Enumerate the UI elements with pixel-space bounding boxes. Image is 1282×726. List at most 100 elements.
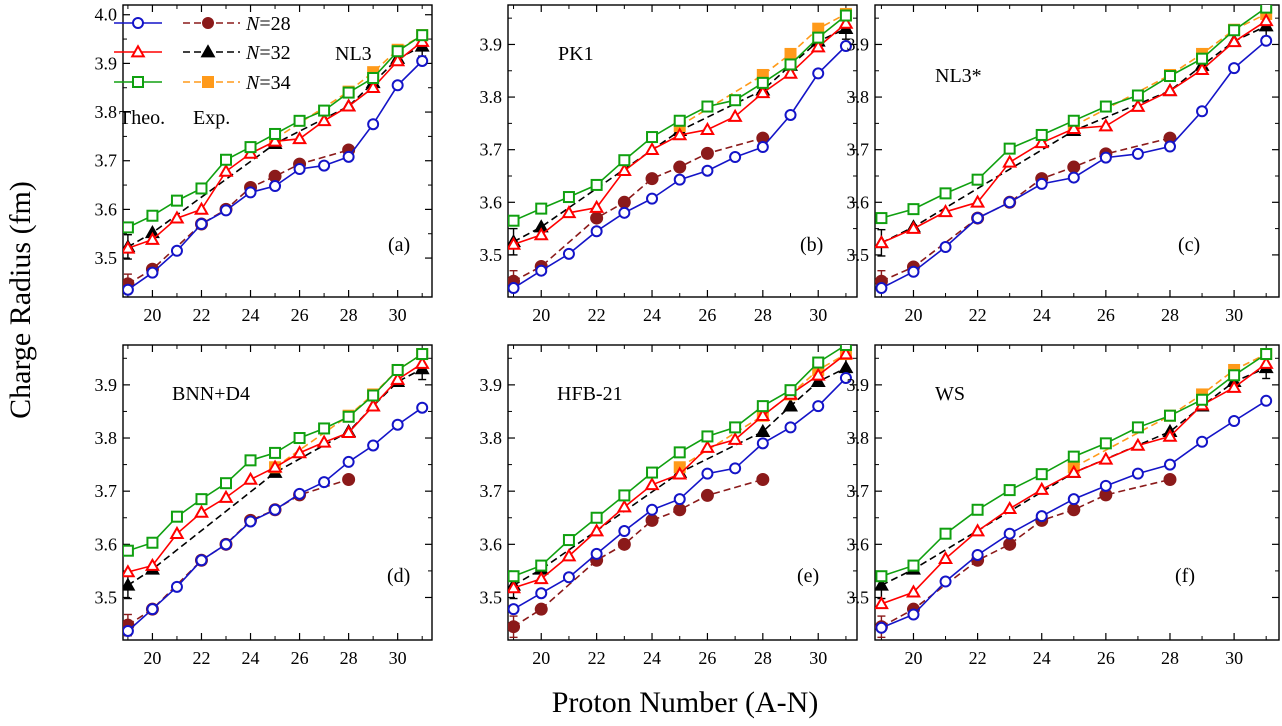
data-point-n34-theo xyxy=(342,410,355,423)
data-point-n34-theo xyxy=(1260,348,1273,361)
y-tick-label: 3.8 xyxy=(95,102,118,122)
data-point-n28-exp xyxy=(617,537,631,551)
data-point-n28-theo xyxy=(562,247,575,260)
data-point-n28-theo xyxy=(756,437,769,450)
y-tick-label: 4.0 xyxy=(95,5,118,25)
data-point-n28-theo xyxy=(646,192,659,205)
data-point-n32-theo xyxy=(292,445,308,459)
data-point-n34-theo xyxy=(1228,369,1241,382)
legend-entry-n32: N=32 xyxy=(114,42,291,64)
data-point-n34-theo xyxy=(1099,437,1112,450)
data-point-n34-theo xyxy=(701,430,714,443)
legend-entry-n28: N=28 xyxy=(114,13,291,35)
data-point-n34-theo xyxy=(907,203,920,216)
data-point-n28-theo xyxy=(1099,479,1112,492)
data-point-n34-theo xyxy=(1163,70,1176,83)
chart-panel-a: 20 22 24 26 28 30 3.5 3.6 3.7 3.8 3.9 4.0 NL3 (a) xyxy=(95,4,433,325)
data-point-n34-theo xyxy=(244,454,257,467)
data-point-n32-theo xyxy=(906,220,921,234)
plot-area xyxy=(123,29,430,296)
data-point-n28-theo xyxy=(535,264,548,277)
data-point-n34-theo xyxy=(618,154,631,167)
x-tick-label: 30 xyxy=(389,648,407,668)
data-point-n34-theo xyxy=(1003,142,1016,155)
data-point-n34-theo xyxy=(416,348,429,361)
panels-group: 20 22 24 26 28 30 3.5 3.6 3.7 3.8 3.9 4.0 NL3 (a) 20 22… xyxy=(95,4,1280,668)
data-point-n28-theo xyxy=(318,159,331,172)
y-tick-label: 3.6 xyxy=(95,199,118,219)
y-tick-label: 3.7 xyxy=(480,140,503,160)
chart-panel-f: 20 22 24 26 28 30 3.5 3.6 3.7 3.8 3.9 WS (f) xyxy=(847,344,1280,668)
data-point-n34-theo xyxy=(1196,393,1209,406)
data-point-n32-theo xyxy=(1034,481,1050,495)
x-tick-label: 24 xyxy=(1033,648,1051,668)
data-point-n32-theo xyxy=(875,235,889,249)
data-point-n28-theo xyxy=(1260,34,1273,47)
data-point-n34-theo xyxy=(907,559,920,572)
data-point-n34-theo xyxy=(618,489,631,502)
data-point-n28-exp xyxy=(673,160,687,174)
legend-label: N=28 xyxy=(245,13,291,35)
panel-label: (a) xyxy=(388,234,410,256)
data-point-n34-theo xyxy=(839,9,852,22)
data-point-n32-theo xyxy=(218,163,234,177)
data-point-n32-theo xyxy=(727,431,743,445)
data-point-n34-theo xyxy=(1067,114,1080,127)
legend-entry-n34: N=34 xyxy=(114,72,291,94)
data-point-n34-theo xyxy=(590,511,603,524)
data-point-n32-theo xyxy=(194,201,209,215)
y-tick-label: 3.5 xyxy=(847,587,870,607)
y-tick-label: 3.5 xyxy=(480,245,503,265)
data-point-n32-theo xyxy=(1162,428,1178,442)
data-point-n34-theo xyxy=(971,503,984,516)
data-point-n28-exp xyxy=(1163,472,1177,486)
plot-frame xyxy=(507,4,858,298)
data-point-n28-theo xyxy=(673,173,686,186)
data-point-n28-theo xyxy=(244,186,257,199)
data-point-n28-exp xyxy=(1067,503,1081,517)
panel-label: (d) xyxy=(387,565,410,587)
data-point-n32-theo xyxy=(390,371,406,385)
x-tick-label: 30 xyxy=(1225,305,1243,325)
x-tick-label: 26 xyxy=(291,305,309,325)
legend-theo-marker xyxy=(132,76,144,88)
data-point-n32-theo xyxy=(267,133,283,147)
data-point-n28-theo xyxy=(220,204,232,217)
data-point-n32-theo xyxy=(194,504,209,518)
data-point-n32-theo xyxy=(292,131,308,145)
data-point-n34-theo xyxy=(318,104,331,117)
data-point-n34-theo xyxy=(729,421,742,434)
data-point-n32-theo xyxy=(1258,13,1274,27)
data-point-n32-theo xyxy=(1130,437,1146,451)
data-point-n28-theo xyxy=(123,624,134,637)
data-point-n28-theo xyxy=(907,608,920,621)
data-point-n34-theo xyxy=(875,212,888,225)
data-point-n32-theo xyxy=(938,550,954,564)
data-point-n32-exp xyxy=(123,577,136,591)
data-point-n32-theo xyxy=(123,240,136,254)
data-point-n32-theo xyxy=(316,434,332,448)
data-point-n34-theo xyxy=(195,493,208,506)
y-tick-label: 3.6 xyxy=(95,534,118,554)
data-point-n28-theo xyxy=(342,455,355,468)
data-point-n28-theo xyxy=(391,418,404,431)
legend-label: N=32 xyxy=(245,42,291,64)
data-point-n32-theo xyxy=(938,204,954,218)
data-point-n34-theo xyxy=(293,432,306,445)
x-tick-label: 22 xyxy=(588,648,606,668)
data-point-n28-theo xyxy=(1067,493,1080,506)
data-point-n34-theo xyxy=(391,363,404,376)
data-point-n28-theo xyxy=(756,141,769,154)
y-tick-label: 3.6 xyxy=(847,534,870,554)
data-point-n28-exp xyxy=(645,172,659,186)
data-point-n32-exp xyxy=(810,373,826,387)
data-point-n28-theo xyxy=(195,218,208,230)
data-point-n34-theo xyxy=(784,384,797,397)
x-tick-label: 20 xyxy=(532,648,550,668)
data-point-n32-theo xyxy=(1098,451,1114,465)
y-tick-label: 3.5 xyxy=(95,587,118,607)
data-point-n28-theo xyxy=(1163,140,1176,153)
data-point-n28-theo xyxy=(146,266,159,279)
data-point-n28-theo xyxy=(244,515,257,528)
series-line-n28-exp xyxy=(127,149,349,285)
